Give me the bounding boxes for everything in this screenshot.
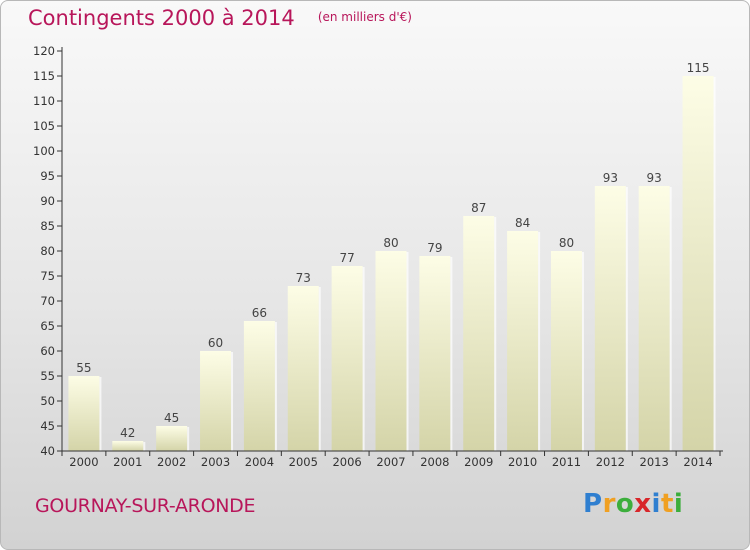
bars-layer <box>68 76 716 451</box>
chart-title: Contingents 2000 à 2014 <box>28 6 295 30</box>
value-label-2011: 80 <box>559 236 574 250</box>
axes: 40 45 50 55 60 65 70 75 80 85 90 95 100 105 110 115 120 2… <box>33 44 723 469</box>
y-tick-label: 105 <box>33 119 55 133</box>
bar-highlight-2005 <box>318 287 321 451</box>
bar-highlight-2013 <box>669 187 672 451</box>
bar-2011 <box>550 251 582 451</box>
bar-highlight-2008 <box>450 257 453 451</box>
logo-letter: P <box>583 489 603 519</box>
y-tick-label: 80 <box>40 244 55 258</box>
bar-highlight-2010 <box>538 232 541 451</box>
x-tick-label: 2013 <box>640 455 669 469</box>
x-tick-label: 2011 <box>552 455 581 469</box>
bar-2007 <box>375 251 407 451</box>
x-tick-label: 2006 <box>332 455 361 469</box>
y-tick-label: 85 <box>40 219 55 233</box>
logo-letter: r <box>602 489 616 519</box>
bar-2010 <box>507 231 539 451</box>
bar-highlight-2003 <box>231 352 234 451</box>
commune-name: GOURNAY-SUR-ARONDE <box>35 495 256 517</box>
value-label-2013: 93 <box>647 171 662 185</box>
labels-layer: 55 42 45 60 66 73 77 80 79 87 84 80 93 93 115 <box>76 61 709 440</box>
x-tick-label: 2004 <box>245 455 274 469</box>
bar-2008 <box>419 256 451 451</box>
logo-letter: o <box>615 489 635 519</box>
bar-2005 <box>287 286 319 451</box>
x-tick-label: 2002 <box>157 455 186 469</box>
y-tick-label: 110 <box>33 94 55 108</box>
x-tick-label: 2010 <box>508 455 537 469</box>
x-tick-label: 2000 <box>69 455 98 469</box>
chart-subtitle: (en milliers d'€) <box>317 10 412 24</box>
bar-2009 <box>463 216 495 451</box>
logo-letter: i <box>651 489 661 519</box>
bar-2001 <box>112 441 144 451</box>
value-label-2007: 80 <box>383 236 398 250</box>
bar-highlight-2000 <box>99 377 102 451</box>
x-tick-label: 2012 <box>596 455 625 469</box>
value-label-2004: 66 <box>252 306 267 320</box>
bar-2013 <box>638 186 670 451</box>
y-tick-label: 75 <box>40 269 55 283</box>
bar-2004 <box>243 321 275 451</box>
y-tick-label: 120 <box>33 44 55 58</box>
bar-highlight-2012 <box>625 187 628 451</box>
bar-highlight-2009 <box>494 217 497 451</box>
proxiti-logo: Proxiti <box>583 489 683 519</box>
x-tick-label: 2014 <box>683 455 712 469</box>
bar-highlight-2004 <box>274 322 277 451</box>
y-tick-label: 95 <box>40 169 55 183</box>
logo-letter: i <box>673 489 684 519</box>
bar-highlight-2011 <box>581 252 584 451</box>
bar-2006 <box>331 266 363 451</box>
value-label-2005: 73 <box>296 271 311 285</box>
value-label-2012: 93 <box>603 171 618 185</box>
x-tick-label: 2001 <box>113 455 142 469</box>
bar-2012 <box>594 186 626 451</box>
y-tick-label: 60 <box>40 344 55 358</box>
bar-2003 <box>200 351 232 451</box>
y-tick-label: 50 <box>40 394 55 408</box>
y-tick-label: 45 <box>40 419 55 433</box>
y-tick-label: 100 <box>33 144 55 158</box>
y-tick-label: 40 <box>40 444 55 458</box>
value-label-2010: 84 <box>515 216 530 230</box>
value-label-2009: 87 <box>471 201 486 215</box>
bar-highlight-2002 <box>187 427 190 451</box>
x-tick-label: 2005 <box>289 455 318 469</box>
y-tick-label: 55 <box>40 369 55 383</box>
value-label-2001: 42 <box>120 426 135 440</box>
value-label-2002: 45 <box>164 411 179 425</box>
y-tick-label: 115 <box>33 69 55 83</box>
x-tick-label: 2009 <box>464 455 493 469</box>
x-tick-label: 2008 <box>420 455 449 469</box>
y-tick-label: 70 <box>40 294 55 308</box>
value-label-2003: 60 <box>208 336 223 350</box>
x-tick-label: 2003 <box>201 455 230 469</box>
x-tick-label: 2007 <box>376 455 405 469</box>
y-tick-label: 65 <box>40 319 55 333</box>
logo-letter: x <box>634 489 652 519</box>
title-row: Contingents 2000 à 2014 (en milliers d'€… <box>28 6 412 30</box>
value-label-2000: 55 <box>76 361 91 375</box>
logo-letter: t <box>660 489 674 519</box>
bar-highlight-2014 <box>713 77 716 451</box>
bar-highlight-2006 <box>362 267 365 451</box>
bar-highlight-2001 <box>143 442 146 451</box>
value-label-2006: 77 <box>339 251 354 265</box>
bar-highlight-2007 <box>406 252 409 451</box>
value-label-2008: 79 <box>427 241 442 255</box>
y-tick-label: 90 <box>40 194 55 208</box>
value-label-2014: 115 <box>687 61 710 75</box>
bar-2014 <box>682 76 714 451</box>
bar-2000 <box>68 376 100 451</box>
bar-2002 <box>156 426 188 451</box>
